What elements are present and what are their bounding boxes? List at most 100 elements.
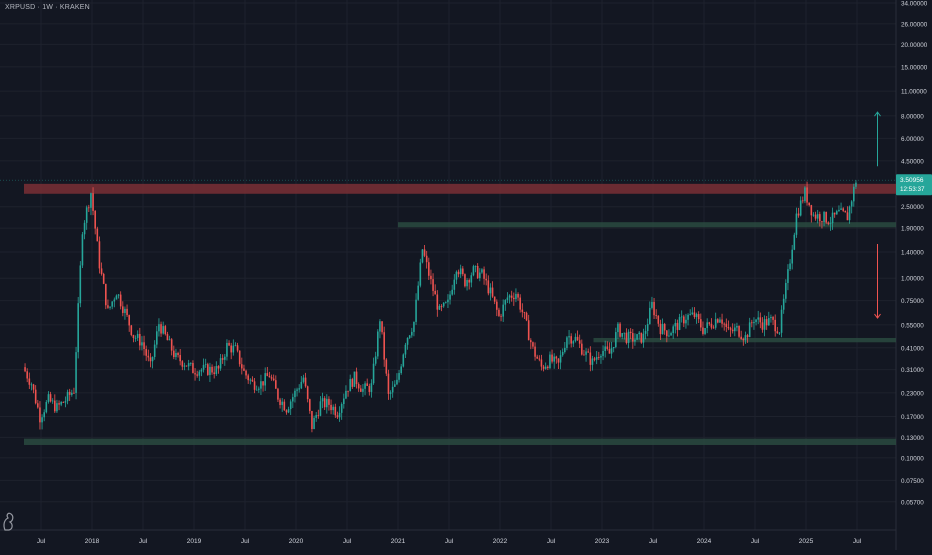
candle-body <box>238 350 241 365</box>
candle-body <box>517 293 519 298</box>
candle-body <box>780 309 783 333</box>
candle-body <box>213 372 215 374</box>
candle-body <box>438 306 441 310</box>
candle-body <box>283 401 286 411</box>
candle-body <box>398 373 400 380</box>
candle-body <box>364 383 366 389</box>
candle-body <box>559 355 562 363</box>
candle-body <box>842 208 844 211</box>
candle-body <box>24 367 26 372</box>
candle-body <box>591 358 594 365</box>
candle-body <box>228 342 230 346</box>
candle-body <box>311 410 313 430</box>
candle-body <box>391 386 394 393</box>
x-tick-label: 2024 <box>697 538 712 545</box>
candle-body <box>763 319 766 330</box>
candle-body <box>468 280 470 283</box>
candle-body <box>177 353 179 356</box>
candle-body <box>330 404 332 411</box>
candle-body <box>338 412 341 418</box>
candle-body <box>742 338 745 341</box>
candle-body <box>700 319 702 328</box>
candle-body <box>417 285 419 300</box>
candle-body <box>232 345 235 353</box>
candle-body <box>642 333 645 343</box>
y-tick-label: 0.41000 <box>901 345 924 352</box>
candle-body <box>617 323 619 333</box>
candle-body <box>629 331 632 334</box>
candle-body <box>782 298 785 310</box>
candle-body <box>472 266 475 276</box>
candle-body <box>255 389 258 391</box>
x-tick-label: Jul <box>139 538 148 545</box>
candle-body <box>523 312 526 313</box>
y-tick-label: 0.23000 <box>901 390 924 397</box>
y-tick-label: 6.00000 <box>901 136 924 143</box>
candle-body <box>459 268 462 275</box>
candle-body <box>536 356 538 359</box>
projection-arrowhead-up <box>874 111 881 117</box>
candle-body <box>54 400 56 412</box>
y-tick-label: 0.31000 <box>901 367 924 374</box>
candle-body <box>366 383 368 386</box>
candle-body <box>111 301 113 307</box>
candle-body <box>538 358 541 360</box>
candle-body <box>846 212 849 221</box>
candle-body <box>243 368 245 371</box>
candle-body <box>532 342 534 347</box>
candle-body <box>309 399 311 411</box>
candle-body <box>810 205 813 216</box>
candle-body <box>28 378 31 385</box>
candle-body <box>109 306 111 308</box>
candle-body <box>551 354 553 362</box>
candle-body <box>676 322 679 330</box>
candle-body <box>215 366 218 374</box>
candle-body <box>370 383 373 392</box>
x-tick-label: Jul <box>853 538 862 545</box>
candle-body <box>241 364 243 369</box>
candle-body <box>525 312 528 321</box>
candle-body <box>840 208 842 210</box>
candle-body <box>430 275 432 280</box>
candle-body <box>534 346 536 357</box>
candle-body <box>126 308 128 316</box>
candles-group <box>24 180 857 433</box>
candle-body <box>347 390 349 392</box>
candle-body <box>385 359 388 374</box>
candle-body <box>313 417 315 430</box>
x-tick-label: 2022 <box>493 538 508 545</box>
candle-body <box>659 323 662 335</box>
candle-body <box>462 268 464 275</box>
candle-body <box>404 344 407 355</box>
candle-body <box>793 234 796 250</box>
candle-body <box>706 322 708 329</box>
candle-body <box>145 349 147 356</box>
candle-body <box>190 362 192 364</box>
y-tick-label: 0.17000 <box>901 414 924 421</box>
candle-body <box>166 334 169 341</box>
candle-body <box>691 312 694 315</box>
candle-body <box>160 324 162 334</box>
candle-body <box>79 265 82 304</box>
candle-body <box>453 279 456 290</box>
candle-body <box>799 200 802 216</box>
candle-body <box>768 318 770 326</box>
x-tick-label: 2018 <box>85 538 100 545</box>
zone-mid-support <box>398 222 896 228</box>
candle-body <box>423 249 426 256</box>
candle-body <box>787 269 789 283</box>
candle-body <box>149 357 152 362</box>
candle-body <box>544 366 547 369</box>
y-tick-label: 11.00000 <box>901 89 927 96</box>
candle-body <box>638 332 640 335</box>
candle-body <box>158 324 160 332</box>
candle-body <box>162 326 164 334</box>
candle-body <box>515 293 517 300</box>
y-tick-label: 8.00000 <box>901 113 924 120</box>
candle-body <box>411 331 413 336</box>
candle-body <box>379 321 381 332</box>
candle-body <box>493 296 496 302</box>
candle-body <box>26 371 28 379</box>
candle-body <box>744 335 747 341</box>
